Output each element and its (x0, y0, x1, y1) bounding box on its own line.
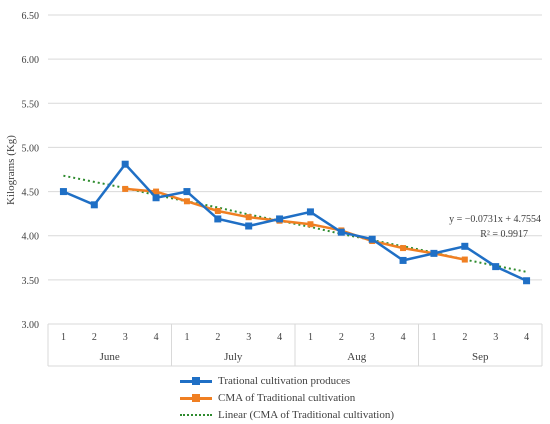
data-point-1 (461, 256, 468, 263)
legend-swatch-traditional (180, 376, 212, 386)
data-point-0 (399, 256, 407, 264)
x-tick-label: 4 (277, 332, 282, 343)
x-tick-label: 1 (431, 332, 436, 343)
data-point-1 (122, 185, 129, 192)
x-tick-label: 4 (524, 332, 529, 343)
x-tick-label: 4 (154, 332, 159, 343)
data-point-0 (214, 215, 222, 223)
data-point-0 (276, 215, 284, 223)
y-tick-label: 5.50 (22, 99, 40, 110)
grid-lines (48, 14, 542, 325)
x-tick-label: 3 (370, 332, 375, 343)
data-point-0 (461, 242, 469, 250)
y-axis: 3.00 3.50 4.00 4.50 5.00 5.50 6.00 6.50 (22, 11, 40, 331)
data-point-1 (153, 188, 160, 195)
data-point-0 (337, 228, 345, 236)
data-point-0 (368, 235, 376, 243)
data-point-0 (183, 188, 191, 196)
data-point-1 (183, 198, 190, 205)
series-line-2 (63, 174, 527, 273)
y-tick-label: 4.00 (22, 232, 40, 243)
x-group-label: July (224, 351, 243, 363)
data-point-1 (214, 207, 221, 214)
y-tick-label: 4.50 (22, 188, 40, 199)
x-tick-label: 4 (401, 332, 406, 343)
x-tick-label: 2 (339, 332, 344, 343)
data-point-1 (400, 245, 407, 252)
x-tick-label: 3 (123, 332, 128, 343)
trendline-r-squared: R² = 0.9917 (480, 229, 528, 240)
legend-item-cma: CMA of Traditional cultivation (180, 389, 394, 406)
x-tick-label: 1 (61, 332, 66, 343)
data-point-1 (245, 214, 252, 221)
x-axis: 1 2 3 4 1 2 3 4 1 2 3 4 1 2 3 4 June July Aug Sep (47, 324, 543, 367)
series-layer (59, 160, 531, 285)
data-point-0 (59, 188, 67, 196)
x-group-label: Aug (347, 351, 366, 363)
x-tick-label: 3 (246, 332, 251, 343)
legend-item-traditional: Trational cultivation produces (180, 372, 394, 389)
x-tick-label: 1 (184, 332, 189, 343)
data-point-0 (430, 249, 438, 257)
data-point-0 (90, 201, 98, 209)
data-point-0 (245, 222, 253, 230)
data-point-0 (152, 194, 160, 202)
legend-swatch-linear (180, 410, 212, 420)
x-group-label: June (100, 351, 120, 363)
legend-item-linear: Linear (CMA of Traditional cultivation) (180, 406, 394, 423)
y-tick-label: 3.50 (22, 276, 40, 287)
data-point-1 (307, 221, 314, 228)
legend-swatch-cma (180, 393, 212, 403)
data-point-0 (121, 160, 129, 168)
x-tick-label: 2 (462, 332, 467, 343)
data-point-0 (306, 208, 314, 216)
y-tick-label: 6.00 (22, 55, 40, 66)
series-line-1 (125, 187, 466, 261)
data-point-0 (492, 263, 500, 271)
y-tick-label: 3.00 (22, 320, 40, 331)
legend: Trational cultivation produces CMA of Tr… (180, 372, 394, 423)
legend-label-cma: CMA of Traditional cultivation (218, 391, 356, 404)
x-tick-label: 1 (308, 332, 313, 343)
y-axis-label: Kilograms (Kg) (5, 135, 17, 205)
trendline-equation: y = −0.0731x + 4.7554 (449, 214, 541, 225)
series-line-0 (62, 162, 528, 282)
x-tick-label: 3 (493, 332, 498, 343)
y-tick-label: 5.00 (22, 143, 40, 154)
y-tick-label: 6.50 (22, 11, 40, 22)
legend-label-linear: Linear (CMA of Traditional cultivation) (218, 408, 394, 421)
x-group-label: Sep (472, 351, 489, 363)
x-tick-label: 2 (92, 332, 97, 343)
legend-label-traditional: Trational cultivation produces (218, 374, 351, 387)
data-point-0 (523, 277, 531, 285)
x-tick-label: 2 (215, 332, 220, 343)
